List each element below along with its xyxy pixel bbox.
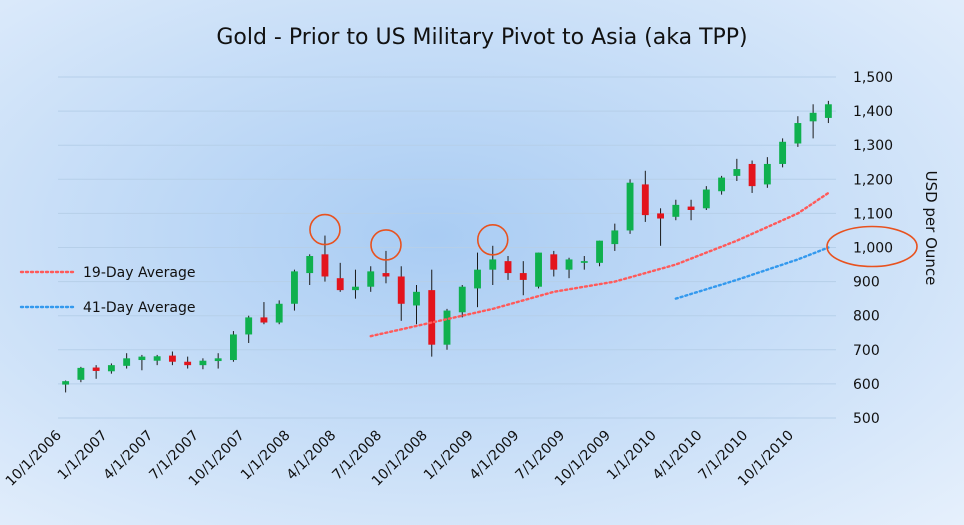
candle-body-up <box>199 360 207 366</box>
candle-body-up <box>474 269 481 289</box>
y-tick-label: 1,000 <box>853 241 893 257</box>
candle-body-up <box>214 358 222 362</box>
y-tick-label: 700 <box>853 343 880 359</box>
candle-body-up <box>794 123 802 144</box>
candle-body-down <box>260 317 268 323</box>
candle-body-up <box>306 256 314 274</box>
candle-body-down <box>657 213 665 219</box>
candle-body-up <box>352 286 359 291</box>
highlight-ellipse-1000 <box>826 225 918 268</box>
y-tick-label: 1,300 <box>853 138 893 154</box>
candle-body-down <box>92 367 100 371</box>
y-axis-tick-labels: 500 600 700 800 900 1,000 1,100 1,200 1,300 1,400… <box>853 70 893 427</box>
y-tick-label: 800 <box>853 309 880 325</box>
x-axis-tick-labels: 10/1/20061/1/20074/1/20077/1/200710/1/20… <box>3 427 797 489</box>
y-tick-label: 900 <box>853 275 880 291</box>
legend: 19-Day Average 41-Day Average <box>19 265 195 316</box>
candle-body-up <box>291 271 298 304</box>
y-tick-label: 1,100 <box>853 206 893 222</box>
candle-body-up <box>413 291 420 306</box>
candle-body-up <box>77 367 85 380</box>
candle-body-down <box>550 254 558 270</box>
candle-body-up <box>367 271 375 287</box>
highlight-circle <box>476 223 509 256</box>
highlight-circle <box>309 213 341 246</box>
chart-title: Gold - Prior to US Military Pivot to Asi… <box>216 25 747 50</box>
gridlines <box>58 76 836 419</box>
candle-body-up <box>733 169 741 176</box>
candle-body-up <box>489 259 497 270</box>
ma-41-day-line <box>674 246 830 300</box>
y-tick-label: 1,400 <box>853 104 893 120</box>
moving-average-lines <box>369 191 830 338</box>
candle-body-up <box>611 230 619 245</box>
y-tick-label: 1,200 <box>853 172 893 188</box>
candle-body-up <box>702 189 710 209</box>
candle-body-up <box>779 141 787 164</box>
candle-body-down <box>641 184 649 216</box>
legend-label: 41-Day Average <box>83 300 195 316</box>
candlesticks <box>62 100 832 393</box>
x-tick-label: 10/1/2006 <box>3 427 65 489</box>
candle-body-up <box>565 259 573 270</box>
y-tick-label: 1,500 <box>853 70 893 86</box>
ma-19-day-line <box>369 191 830 338</box>
legend-label: 19-Day Average <box>83 265 195 281</box>
highlight-circles <box>309 213 918 268</box>
candle-body-down <box>397 276 405 304</box>
candle-body-up <box>824 104 832 118</box>
candle-body-up <box>107 365 115 372</box>
candle-body-up <box>809 112 817 122</box>
y-tick-label: 500 <box>853 411 880 427</box>
candle-body-up <box>596 240 603 263</box>
candle-body-up <box>763 163 771 185</box>
candle-body-down <box>168 355 176 362</box>
y-axis-title: USD per Ounce <box>922 171 940 286</box>
candle-body-up <box>718 177 726 192</box>
candle-body-down <box>504 261 512 274</box>
candle-body-up <box>275 303 283 323</box>
candle-body-up <box>626 182 634 231</box>
candle-body-up <box>535 252 542 287</box>
candle-body-up <box>138 356 146 361</box>
candle-body-down <box>519 273 527 280</box>
candle-body-up <box>245 317 253 335</box>
y-tick-label: 600 <box>853 377 880 393</box>
candle-body-down <box>336 278 344 291</box>
candle-body-down <box>687 206 695 210</box>
candle-body-up <box>229 334 237 361</box>
candle-body-up <box>443 310 451 345</box>
highlight-circle <box>370 229 402 261</box>
candle-body-up <box>580 261 588 263</box>
candle-body-down <box>382 273 390 277</box>
candle-body-down <box>748 163 756 187</box>
candle-body-up <box>672 204 680 217</box>
candle-body-up <box>153 356 161 361</box>
candle-body-down <box>321 254 329 277</box>
candle-body-up <box>123 358 131 366</box>
candle-body-up <box>458 286 466 313</box>
candle-body-down <box>184 361 192 366</box>
candle-body-up <box>62 381 70 385</box>
candle-body-down <box>428 290 436 345</box>
